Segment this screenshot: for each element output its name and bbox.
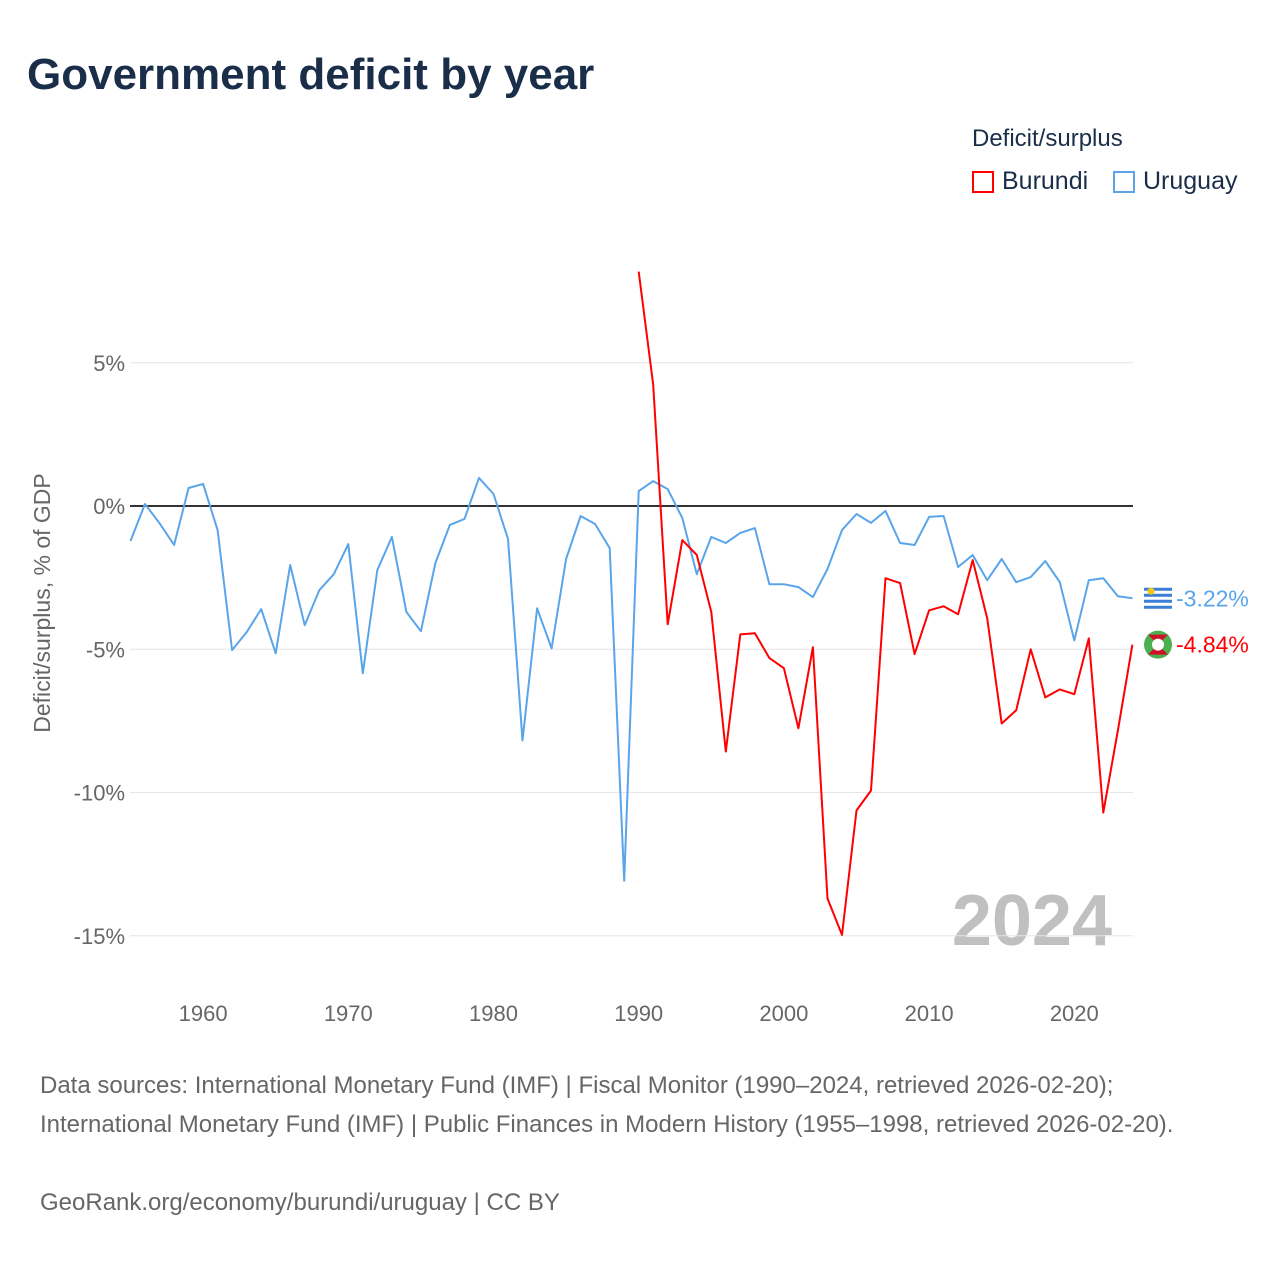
line-chart: 2024 5% 0% -5% -10% -15% 1960 1970 1980 1990 2000 2… — [29, 271, 1249, 1026]
y-tick-label: -5% — [86, 637, 125, 662]
legend-label: Burundi — [1002, 167, 1089, 195]
x-tick-label: 2020 — [1050, 1001, 1099, 1026]
source-link[interactable]: GeoRank.org/economy/burundi/uruguay | CC… — [40, 1189, 560, 1216]
x-tick-label: 1980 — [469, 1001, 518, 1026]
legend-title: Deficit/surplus — [972, 125, 1123, 152]
y-tick-label: 5% — [93, 351, 125, 376]
chart-title: Government deficit by year — [27, 50, 595, 99]
y-axis-label: Deficit/surplus, % of GDP — [29, 473, 55, 732]
data-sources: Data sources: International Monetary Fun… — [40, 1072, 1174, 1138]
x-tick-label: 1970 — [324, 1001, 373, 1026]
y-tick-label: -10% — [74, 781, 125, 806]
year-watermark: 2024 — [952, 881, 1112, 961]
flag-icon-uruguay — [1144, 584, 1172, 613]
x-tick-label: 2010 — [905, 1001, 954, 1026]
legend-item-burundi[interactable]: Burundi — [972, 167, 1088, 196]
series-line-uruguay — [129, 476, 1133, 882]
series-line-burundi — [637, 271, 1134, 936]
end-value-label-burundi: -4.84% — [1176, 632, 1249, 658]
legend-item-uruguay[interactable]: Uruguay — [1113, 167, 1238, 196]
legend-swatch — [972, 170, 994, 193]
flag-icon-burundi — [1144, 630, 1172, 659]
end-value-label-uruguay: -3.22% — [1176, 585, 1249, 611]
x-tick-label: 2000 — [759, 1001, 808, 1026]
legend-label: Uruguay — [1143, 167, 1238, 195]
legend-swatch — [1113, 170, 1135, 193]
y-tick-label: -15% — [74, 924, 125, 949]
x-tick-label: 1960 — [179, 1001, 228, 1026]
x-tick-label: 1990 — [614, 1001, 663, 1026]
y-tick-label: 0% — [93, 494, 125, 519]
